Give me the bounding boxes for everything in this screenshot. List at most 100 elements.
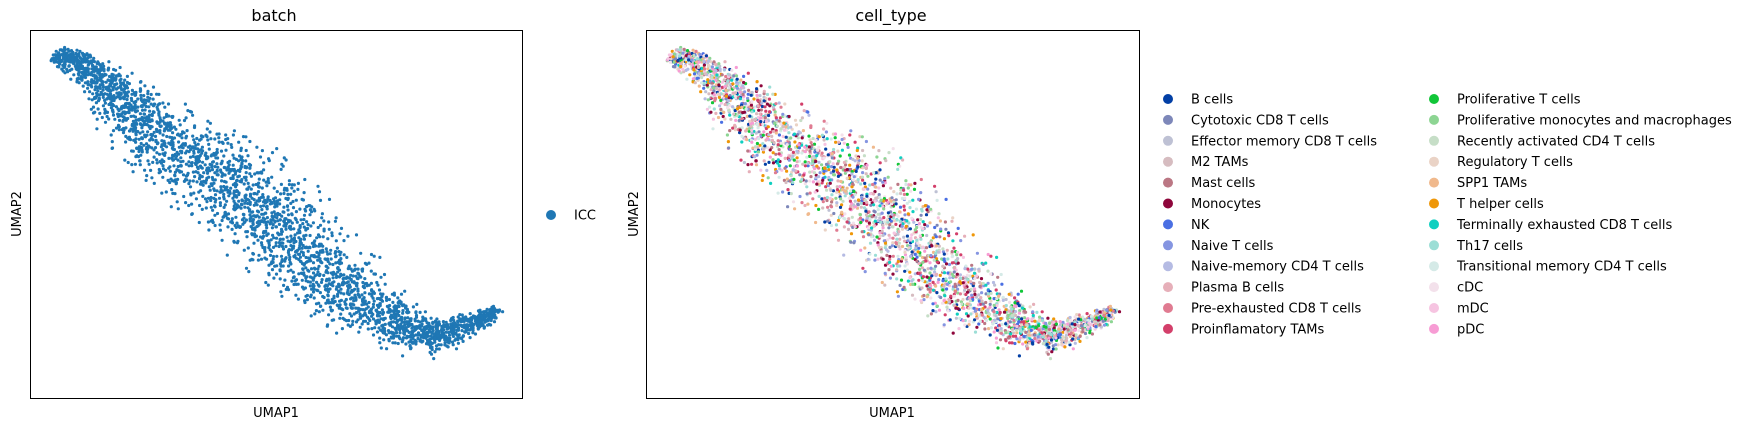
batch-point bbox=[157, 110, 161, 114]
cell-type-point bbox=[848, 207, 852, 211]
batch-point bbox=[300, 271, 304, 276]
cell-type-point bbox=[931, 302, 935, 306]
batch-point bbox=[286, 250, 290, 255]
batch-point bbox=[62, 48, 66, 52]
batch-point bbox=[445, 327, 449, 331]
batch-point bbox=[319, 304, 323, 308]
cell-type-point bbox=[965, 273, 969, 277]
batch-point bbox=[316, 270, 320, 274]
batch-point bbox=[246, 246, 250, 250]
batch-point bbox=[192, 191, 196, 195]
batch-point bbox=[219, 162, 223, 166]
batch-point bbox=[172, 164, 176, 168]
cell-type-point bbox=[911, 282, 915, 286]
batch-point bbox=[265, 207, 269, 211]
batch-point bbox=[145, 174, 149, 178]
batch-point bbox=[122, 97, 126, 101]
batch-point bbox=[161, 119, 165, 123]
batch-point bbox=[86, 81, 90, 85]
batch-point bbox=[143, 108, 147, 112]
batch-point bbox=[62, 62, 67, 66]
batch-point bbox=[278, 237, 283, 241]
batch-point bbox=[149, 102, 153, 106]
batch-point bbox=[57, 57, 62, 61]
batch-point bbox=[352, 312, 356, 316]
batch-point bbox=[158, 131, 162, 135]
cell-type-point bbox=[787, 114, 791, 119]
batch-point bbox=[253, 226, 257, 230]
cell-type-point bbox=[781, 112, 785, 116]
cell-type-point bbox=[921, 260, 925, 264]
batch-point bbox=[210, 175, 214, 180]
batch-point bbox=[104, 73, 108, 77]
batch-point bbox=[458, 313, 462, 317]
batch-point bbox=[285, 204, 290, 208]
batch-point bbox=[248, 219, 252, 223]
cell-type-point bbox=[791, 154, 795, 158]
batch-point bbox=[266, 220, 270, 224]
cell-type-point bbox=[903, 269, 907, 273]
batch-point bbox=[420, 324, 424, 328]
batch-point bbox=[136, 155, 141, 159]
batch-point bbox=[285, 285, 290, 289]
cell-type-point bbox=[951, 331, 955, 335]
batch-point bbox=[392, 332, 396, 336]
cell-type-point bbox=[793, 118, 798, 122]
batch-point bbox=[247, 270, 251, 274]
batch-point bbox=[206, 166, 210, 170]
batch-point bbox=[357, 330, 361, 334]
cell-type-point bbox=[720, 73, 724, 77]
batch-point bbox=[335, 331, 339, 335]
cell-type-point bbox=[945, 305, 949, 309]
batch-point bbox=[195, 180, 199, 184]
batch-point bbox=[110, 108, 115, 113]
cell-type-point bbox=[922, 268, 927, 272]
batch-point bbox=[207, 185, 211, 189]
batch-point bbox=[188, 185, 193, 189]
cell-type-point bbox=[861, 266, 865, 270]
batch-point bbox=[244, 148, 248, 153]
batch-point bbox=[169, 177, 173, 181]
batch-point bbox=[437, 322, 442, 326]
batch-point bbox=[127, 102, 131, 106]
batch-point bbox=[318, 198, 323, 202]
batch-point bbox=[366, 327, 370, 331]
batch-point bbox=[387, 308, 391, 312]
cell-type-point bbox=[847, 196, 851, 200]
batch-point bbox=[209, 219, 213, 223]
cell-type-point bbox=[785, 169, 789, 173]
batch-point bbox=[289, 234, 293, 238]
batch-point bbox=[376, 318, 380, 322]
batch-point bbox=[191, 179, 195, 183]
batch-point bbox=[130, 163, 134, 167]
cell-type-point bbox=[897, 241, 901, 245]
batch-point bbox=[206, 196, 210, 200]
batch-point bbox=[357, 309, 361, 313]
cell-type-point bbox=[879, 220, 883, 224]
batch-point bbox=[194, 143, 198, 147]
batch-point bbox=[126, 160, 130, 165]
cell-type-point bbox=[929, 240, 933, 244]
batch-point bbox=[341, 280, 345, 284]
batch-point bbox=[115, 82, 119, 86]
batch-point bbox=[112, 104, 116, 108]
batch-point bbox=[114, 68, 118, 72]
batch-point bbox=[242, 220, 246, 225]
cell-type-point bbox=[845, 220, 849, 224]
batch-point bbox=[134, 99, 138, 104]
batch-point bbox=[275, 254, 279, 258]
batch-point bbox=[423, 331, 427, 335]
batch-point bbox=[152, 181, 156, 185]
batch-point bbox=[272, 215, 276, 219]
batch-point bbox=[217, 136, 221, 140]
cell-type-point bbox=[903, 213, 907, 217]
batch-point bbox=[456, 323, 460, 327]
batch-point bbox=[191, 113, 195, 117]
batch-point bbox=[231, 133, 235, 137]
batch-point bbox=[345, 281, 349, 285]
cell-type-point bbox=[1106, 318, 1110, 323]
cell-type-point bbox=[712, 60, 716, 64]
batch-point bbox=[433, 350, 437, 354]
batch-point bbox=[191, 170, 195, 174]
